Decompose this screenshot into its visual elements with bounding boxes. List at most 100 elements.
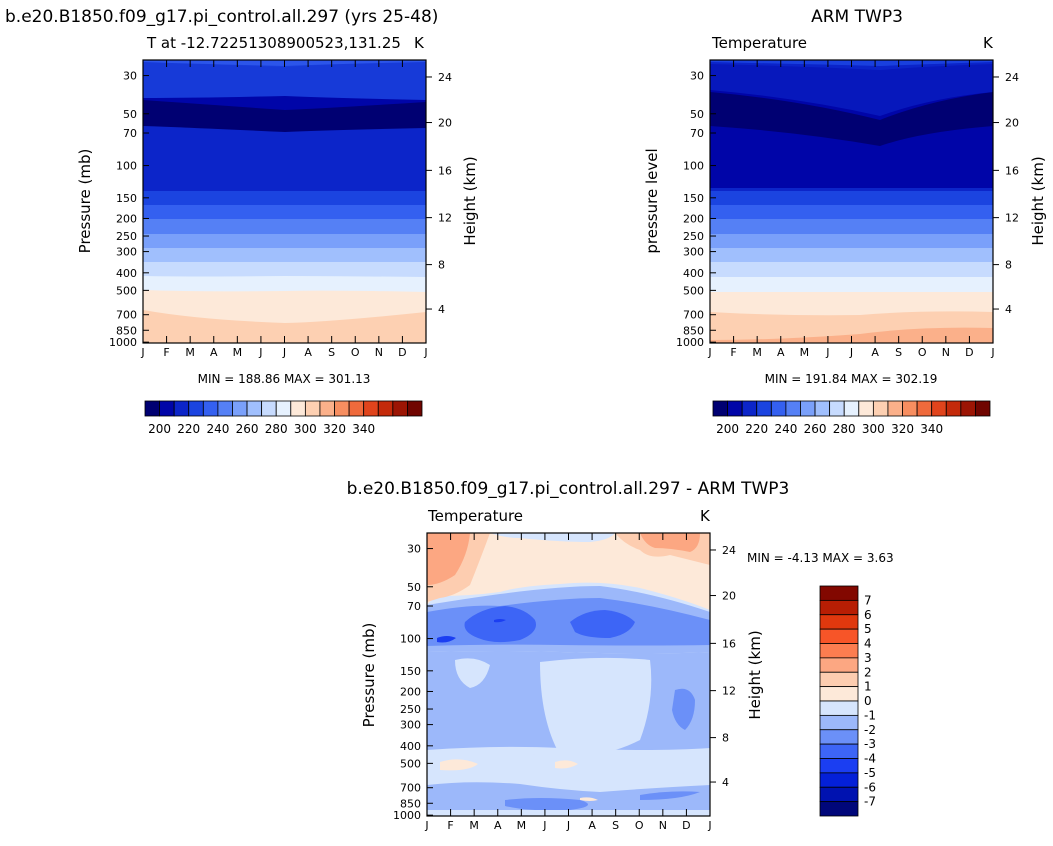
panel-model: b.e20.B1850.f09_g17.pi_control.all.297 (… xyxy=(5,7,479,436)
panel-model-y2tick-label: 12 xyxy=(438,212,452,225)
panel-obs-colorbar-label: 200 xyxy=(716,422,739,436)
panel-diff-ytick-label: 30 xyxy=(407,543,421,556)
panel-diff-ytick-label: 100 xyxy=(400,633,421,646)
panel-obs-unit: K xyxy=(983,34,994,52)
panel-model-colorbar-box xyxy=(290,400,306,417)
panel-diff-colorbar-box xyxy=(819,628,859,644)
panel-obs-ytick-label: 250 xyxy=(683,230,704,243)
panel-model-ytick-label: 400 xyxy=(116,267,137,280)
panel-obs-colorbar-box xyxy=(814,400,831,417)
panel-model-colorbar-box xyxy=(217,400,233,417)
panel-diff-colorbar-label: 1 xyxy=(864,680,872,694)
panel-obs-subtitle: Temperature xyxy=(711,34,807,52)
panel-diff-ytick-label: 1000 xyxy=(393,809,421,822)
panel-diff-colorbar-label: 4 xyxy=(864,637,872,651)
panel-obs-xtick-label: A xyxy=(777,346,785,359)
panel-model-xtick-label: J xyxy=(140,346,144,359)
panel-obs-colorbar-box xyxy=(785,400,801,417)
panel-diff-colorbar-label: 3 xyxy=(864,651,872,665)
panel-obs-ytick-label: 70 xyxy=(690,127,704,140)
panel-diff-colorbar-label: -1 xyxy=(864,708,876,722)
panel-diff-colorbar-box xyxy=(819,772,859,788)
panel-model-colorbar-label: 300 xyxy=(294,422,317,436)
panel-diff-y2tick-label: 20 xyxy=(722,590,736,603)
panel-model-colorbar-box xyxy=(304,400,321,417)
panel-model-ytick-label: 1000 xyxy=(109,336,137,349)
panel-obs-xtick-label: M xyxy=(752,346,762,359)
panel-model-colorbar-box xyxy=(202,400,219,417)
panel-obs-colorbar-box xyxy=(800,400,816,417)
panel-obs-xtick-label: J xyxy=(707,346,711,359)
panel-diff-xtick-label: J xyxy=(542,819,546,832)
panel-diff-field xyxy=(427,533,710,816)
panel-model-ytick-label: 30 xyxy=(123,70,137,83)
panel-obs-ytick-label: 30 xyxy=(690,70,704,83)
panel-obs-colorbar-label: 240 xyxy=(774,422,797,436)
panel-obs-ytick-label: 400 xyxy=(683,267,704,280)
panel-obs-ylabel: pressure level xyxy=(643,148,661,253)
panel-model-ytick-label: 150 xyxy=(116,192,137,205)
panel-diff-subtitle: Temperature xyxy=(427,507,523,525)
panel-model-ytick-label: 100 xyxy=(116,160,137,173)
panel-obs-y2label: Height (km) xyxy=(1029,156,1047,245)
panel-diff-ytick-label: 70 xyxy=(407,600,421,613)
panel-model-field xyxy=(143,60,426,343)
panel-model-xtick-label: A xyxy=(210,346,218,359)
panel-model-y2tick-label: 8 xyxy=(438,259,445,272)
panel-diff-colorbar-box xyxy=(819,714,859,731)
panel-model-xtick-label: M xyxy=(233,346,243,359)
panel-diff-ylabel: Pressure (mb) xyxy=(360,623,378,728)
panel-diff-xtick-label: J xyxy=(566,819,570,832)
panel-obs-xtick-label: J xyxy=(825,346,829,359)
panel-diff-colorbar-label: 6 xyxy=(864,608,872,622)
panel-obs-y2tick-label: 4 xyxy=(1005,303,1012,316)
panel-model-y2tick-label: 24 xyxy=(438,71,452,84)
panel-model-colorbar-box xyxy=(334,400,350,417)
panel-diff-colorbar-box xyxy=(819,686,859,702)
panel-obs-ytick-label: 200 xyxy=(683,212,704,225)
panel-diff-colorbar-box xyxy=(819,643,859,659)
panel-obs: ARM TWP3 Temperature K J F M A M J J A S O N D J 30 50… xyxy=(643,7,1047,436)
panel-model-colorbar-label: 240 xyxy=(206,422,229,436)
panel-obs-xtick-label: N xyxy=(942,346,950,359)
panel-obs-colorbar-box xyxy=(843,400,860,417)
panel-obs-xtick-label: A xyxy=(871,346,879,359)
panel-diff-y2label: Height (km) xyxy=(746,630,764,719)
panel-diff-colorbar-label: -3 xyxy=(864,737,876,751)
panel-obs-colorbar-box xyxy=(872,400,889,417)
panel-obs-xtick-label: M xyxy=(800,346,810,359)
panel-diff-title: b.e20.B1850.f09_g17.pi_control.all.297 -… xyxy=(347,479,790,499)
panel-diff-colorbar-label: -6 xyxy=(864,780,876,794)
panel-model-xtick-label: N xyxy=(375,346,383,359)
panel-model-colorbar-box xyxy=(159,400,175,417)
panel-diff-unit: K xyxy=(700,507,711,525)
panel-diff-ytick-label: 300 xyxy=(400,719,421,732)
panel-obs-minmax: MIN = 191.84 MAX = 302.19 xyxy=(765,372,938,386)
panel-model-colorbar-label: 280 xyxy=(265,422,288,436)
panel-obs-title: ARM TWP3 xyxy=(811,7,903,27)
panel-obs-colorbar-label: 220 xyxy=(745,422,768,436)
panel-obs-xtick-label: S xyxy=(895,346,902,359)
panel-model-title: b.e20.B1850.f09_g17.pi_control.all.297 (… xyxy=(5,7,438,27)
panel-diff-colorbar-box xyxy=(819,801,859,817)
panel-obs-colorbar-box xyxy=(960,400,976,417)
panel-model-ytick-label: 300 xyxy=(116,246,137,259)
panel-model-xtick-label: M xyxy=(185,346,195,359)
panel-obs-colorbar-label: 280 xyxy=(833,422,856,436)
panel-model-xtick-label: J xyxy=(423,346,427,359)
panel-diff-colorbar-box xyxy=(819,671,859,688)
panel-diff-y2tick-label: 12 xyxy=(722,685,736,698)
panel-diff-colorbar-label: -2 xyxy=(864,723,876,737)
panel-obs-colorbar: 200 220 240 260 280 300 320 340 xyxy=(712,400,991,436)
panel-obs-colorbar-box xyxy=(756,400,772,417)
panel-obs-colorbar-label: 260 xyxy=(804,422,827,436)
panel-model-xtick-label: J xyxy=(282,346,286,359)
panel-diff-xtick-label: J xyxy=(424,819,428,832)
panel-diff-colorbar-box xyxy=(819,585,859,601)
panel-diff-y2tick-label: 8 xyxy=(722,732,729,745)
panel-obs-ytick-label: 100 xyxy=(683,160,704,173)
panel-model-colorbar-box xyxy=(275,400,292,417)
panel-model-unit: K xyxy=(414,34,425,52)
